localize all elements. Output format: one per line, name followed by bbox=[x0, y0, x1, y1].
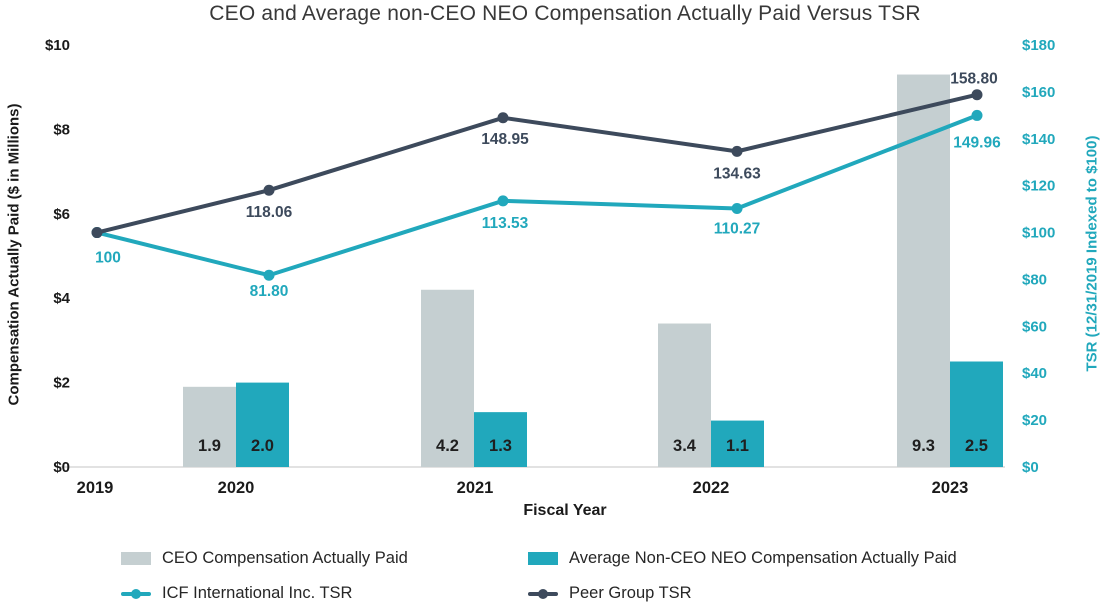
line-value-label: 158.80 bbox=[950, 71, 997, 88]
x-axis-tick-label: 2023 bbox=[932, 479, 969, 497]
left-axis-title: Compensation Actually Paid ($ in Million… bbox=[5, 103, 23, 406]
x-axis-tick-label: 2021 bbox=[457, 479, 494, 497]
bar-value-label: 1.3 bbox=[489, 437, 512, 455]
icf-tsr-line bbox=[95, 113, 979, 278]
combo-chart-plot: $0 $2 $4 $6 $8 $10 $0 $20 $40 $60 $80 $100 $120 $140 $… bbox=[45, 37, 1055, 497]
legend-label: Average Non-CEO NEO Compensation Actuall… bbox=[569, 548, 957, 567]
bar-value-label: 2.0 bbox=[251, 437, 274, 455]
legend-label: ICF International Inc. TSR bbox=[162, 583, 353, 602]
left-axis-tick-label: $4 bbox=[53, 290, 70, 307]
bar-value-label: 2.5 bbox=[965, 437, 988, 455]
line-point-marker bbox=[971, 89, 983, 101]
line-value-label: 81.80 bbox=[250, 283, 289, 300]
right-axis-title: TSR (12/31/2019 Indexed to $100) bbox=[1083, 135, 1101, 372]
left-axis-tick-label: $8 bbox=[53, 121, 70, 138]
left-axis-tick-label: $6 bbox=[53, 206, 70, 223]
peer-tsr-line bbox=[95, 92, 979, 235]
line-value-label: 148.95 bbox=[481, 131, 529, 148]
x-axis-tick-label: 2022 bbox=[693, 479, 730, 497]
line-value-label: 110.27 bbox=[714, 220, 761, 237]
right-axis-tick-label: $180 bbox=[1022, 37, 1055, 54]
line-point-marker bbox=[263, 269, 275, 281]
right-axis-tick-label: $160 bbox=[1022, 84, 1055, 101]
line-point-marker bbox=[263, 184, 275, 196]
right-axis-tick-label: $0 bbox=[1022, 459, 1039, 476]
line-value-label: 134.63 bbox=[713, 165, 761, 182]
right-axis-tick-label: $120 bbox=[1022, 178, 1055, 195]
right-axis-tick-label: $140 bbox=[1022, 131, 1055, 148]
dot-glyph bbox=[538, 588, 548, 599]
right-axis-tick-label: $100 bbox=[1022, 225, 1055, 242]
right-axis-tick-label: $20 bbox=[1022, 412, 1047, 429]
bar-value-label: 4.2 bbox=[436, 437, 459, 455]
ceo-compensation-bar bbox=[897, 74, 950, 467]
left-axis-tick-label: $10 bbox=[45, 37, 70, 54]
neo-compensation-bar bbox=[711, 420, 764, 467]
line-point-marker bbox=[971, 109, 983, 121]
x-axis-tick-label: 2020 bbox=[218, 479, 255, 497]
legend-item-ceo-compensation: CEO Compensation Actually Paid bbox=[121, 548, 408, 568]
bar-value-label: 1.1 bbox=[726, 437, 749, 455]
legend-label: CEO Compensation Actually Paid bbox=[162, 548, 408, 567]
right-axis-tick-label: $60 bbox=[1022, 318, 1047, 335]
line-value-label: 100 bbox=[95, 250, 121, 267]
ceo-compensation-bar bbox=[421, 289, 474, 467]
peer-line-marker-icon bbox=[528, 587, 558, 600]
line-value-label: 149.96 bbox=[953, 134, 1001, 151]
icf-line-marker-icon bbox=[121, 587, 151, 600]
line-value-label: 113.53 bbox=[482, 215, 529, 232]
line-value-label: 118.06 bbox=[246, 204, 293, 221]
chart-title: CEO and Average non-CEO NEO Compensation… bbox=[209, 2, 921, 25]
line-point-marker bbox=[731, 202, 743, 214]
legend-item-neo-compensation: Average Non-CEO NEO Compensation Actuall… bbox=[528, 548, 957, 568]
bar-value-label: 1.9 bbox=[198, 437, 221, 455]
legend-label: Peer Group TSR bbox=[569, 583, 692, 602]
line-point-marker bbox=[497, 195, 509, 207]
ceo-compensation-bar bbox=[658, 323, 711, 467]
left-axis-tick-label: $2 bbox=[53, 375, 70, 392]
bar-value-label: 9.3 bbox=[912, 437, 935, 455]
neo-compensation-bar bbox=[950, 361, 1003, 467]
left-axis-tick-label: $0 bbox=[53, 459, 70, 476]
line-point-marker bbox=[497, 112, 509, 124]
bar-value-label: 3.4 bbox=[673, 437, 697, 455]
neo-compensation-bar bbox=[236, 382, 289, 467]
legend-item-icf-tsr: ICF International Inc. TSR bbox=[121, 583, 352, 603]
neo-bar-swatch-icon bbox=[528, 551, 558, 565]
line-point-marker bbox=[91, 227, 103, 239]
ceo-compensation-bar bbox=[183, 386, 236, 467]
dot-glyph bbox=[131, 588, 141, 599]
legend-item-peer-tsr: Peer Group TSR bbox=[528, 583, 692, 603]
right-axis-tick-label: $80 bbox=[1022, 271, 1047, 288]
neo-compensation-bar bbox=[474, 412, 527, 467]
line-point-marker bbox=[731, 145, 743, 157]
x-axis-tick-label: 2019 bbox=[77, 479, 114, 497]
x-axis-title: Fiscal Year bbox=[523, 502, 607, 519]
ceo-bar-swatch-icon bbox=[121, 551, 151, 565]
right-axis-tick-label: $40 bbox=[1022, 365, 1047, 382]
